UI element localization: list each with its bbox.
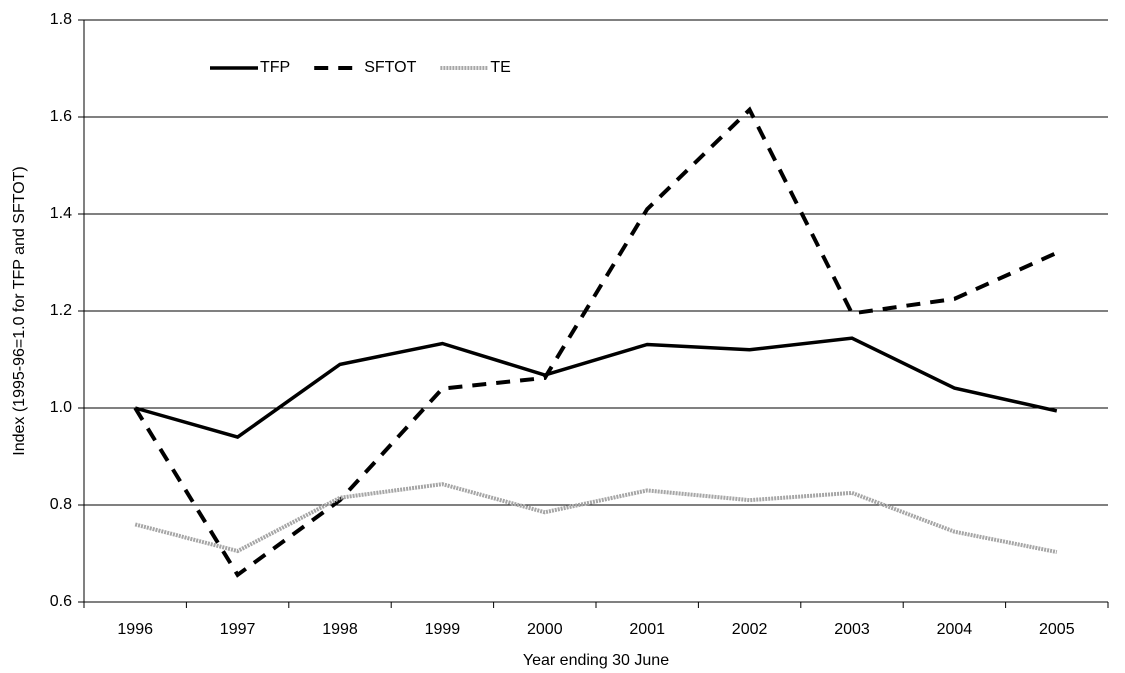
series-line xyxy=(134,336,1058,440)
x-tick-label: 1996 xyxy=(117,621,153,638)
legend-text: TFP xyxy=(260,59,290,76)
x-tick-label: 2004 xyxy=(937,621,973,638)
x-tick-label: 2005 xyxy=(1039,621,1075,638)
y-axis-label: Index (1995-96=1.0 for TFP and SFTOT) xyxy=(11,166,28,455)
x-tick-label: 2001 xyxy=(629,621,665,638)
x-tick-label: 1998 xyxy=(322,621,358,638)
series-line xyxy=(134,482,1058,555)
x-axis-label: Year ending 30 June xyxy=(523,652,669,669)
x-tick-label: 2003 xyxy=(834,621,870,638)
y-tick-label: 0.8 xyxy=(50,496,72,513)
y-tick-label: 1.0 xyxy=(50,399,72,416)
y-tick-label: 1.8 xyxy=(50,11,72,28)
x-tick-label: 2002 xyxy=(732,621,768,638)
y-tick-label: 0.6 xyxy=(50,593,72,610)
legend-text: SFTOT xyxy=(364,59,416,76)
x-tick-label: 1997 xyxy=(220,621,256,638)
y-tick-label: 1.2 xyxy=(50,302,72,319)
x-tick-label: 2000 xyxy=(527,621,563,638)
legend-text: TE xyxy=(490,59,510,76)
series-line xyxy=(133,106,1058,578)
y-tick-label: 1.6 xyxy=(50,108,72,125)
y-tick-label: 1.4 xyxy=(50,205,72,222)
x-tick-label: 1999 xyxy=(425,621,461,638)
